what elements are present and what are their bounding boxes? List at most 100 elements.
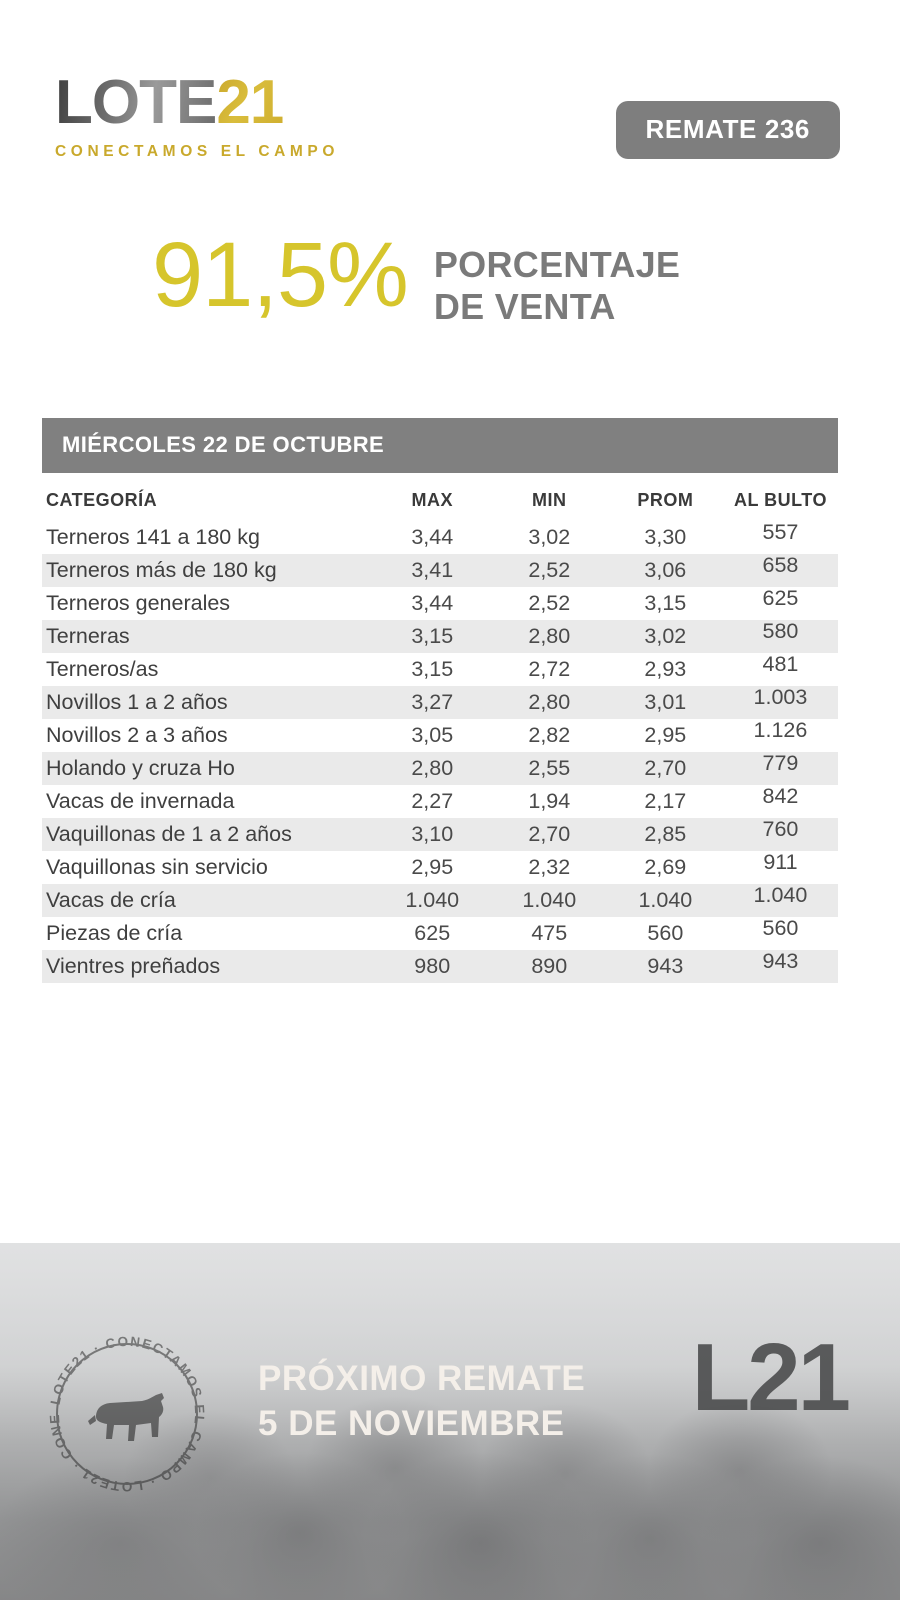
auction-number-badge: REMATE 236 [615, 101, 840, 159]
table-row: Vacas de cría 1.040 1.040 1.040 1.040 [42, 883, 838, 917]
cell-prom: 560 [647, 921, 684, 945]
table-row: Vacas de invernada 2,27 1,94 2,17 842 [42, 784, 838, 818]
cell-min: 2,72 [528, 657, 571, 681]
cell-prom: 2,69 [644, 855, 687, 879]
cell-al-bulto: 1.040 [753, 883, 808, 907]
table-row: Terneros generales 3,44 2,52 3,15 625 [42, 586, 838, 620]
footer-banner [0, 1243, 900, 1600]
table-row: Vaquillonas de 1 a 2 años 3,10 2,70 2,85 760 [42, 817, 838, 851]
table-row: Terneras 3,15 2,80 3,02 580 [42, 619, 838, 653]
cell-max: 2,27 [411, 789, 454, 813]
table-row: Terneros más de 180 kg 3,41 2,52 3,06 658 [42, 553, 838, 587]
table-row: Terneros/as 3,15 2,72 2,93 481 [42, 652, 838, 686]
cell-categoria: Terneras [46, 624, 130, 648]
cell-al-bulto: 779 [762, 751, 799, 775]
cell-min: 2,32 [528, 855, 571, 879]
column-header-max: MAX [411, 489, 453, 510]
cow-silhouette-icon [88, 1393, 164, 1441]
cell-max: 3,44 [411, 591, 454, 615]
cell-prom: 3,30 [644, 525, 687, 549]
cell-max: 980 [414, 954, 451, 978]
cell-categoria: Piezas de cría [46, 921, 183, 945]
brand-logo[interactable]: LOTE21 CONECTAMOS EL CAMPO [55, 72, 355, 161]
sale-percentage-caption-line1: PORCENTAJE [433, 244, 681, 285]
cell-al-bulto: 1.126 [753, 718, 808, 742]
cell-categoria: Novillos 2 a 3 años [46, 723, 228, 747]
brand-name-21: 21 [216, 68, 284, 137]
cell-max: 3,15 [411, 657, 454, 681]
cell-al-bulto: 481 [762, 652, 799, 676]
table-row: Novillos 2 a 3 años 3,05 2,82 2,95 1.126 [42, 718, 838, 752]
cell-min: 2,55 [528, 756, 571, 780]
brand-wordmark: LOTE21 [55, 72, 355, 134]
cell-categoria: Vientres preñados [46, 954, 221, 978]
cell-al-bulto: 557 [762, 520, 799, 544]
cell-prom: 3,02 [644, 624, 687, 648]
cell-al-bulto: 658 [762, 553, 799, 577]
cell-categoria: Vacas de cría [46, 888, 176, 912]
table-date-header: MIÉRCOLES 22 DE OCTUBRE [42, 418, 838, 473]
cell-max: 625 [414, 921, 451, 945]
cell-max: 2,95 [411, 855, 454, 879]
table-row: Vaquillonas sin servicio 2,95 2,32 2,69 911 [42, 850, 838, 884]
cell-prom: 3,06 [644, 558, 687, 582]
cell-max: 2,80 [411, 756, 454, 780]
sale-percentage-caption: PORCENTAJE DE VENTA [434, 244, 680, 329]
cell-prom: 2,95 [644, 723, 687, 747]
cell-al-bulto: 842 [762, 784, 799, 808]
cell-al-bulto: 943 [762, 949, 799, 973]
circular-brand-stamp: LOTE21 · CONECTAMOS EL CAMPO · LOTE21 · … [38, 1325, 216, 1503]
cell-al-bulto: 1.003 [753, 685, 808, 709]
cell-min: 2,80 [528, 624, 571, 648]
cell-max: 1.040 [405, 888, 460, 912]
table-rows: Terneros 141 a 180 kg 3,44 3,02 3,30 557 Tern… [42, 520, 838, 983]
column-header-categoria: CATEGORÍA [46, 489, 158, 510]
cell-max: 3,27 [411, 690, 454, 714]
cell-max: 3,44 [411, 525, 454, 549]
next-auction-headline: PRÓXIMO REMATE 5 DE NOVIEMBRE [258, 1357, 585, 1447]
cell-prom: 2,93 [644, 657, 687, 681]
cell-min: 2,52 [528, 591, 571, 615]
table-row: Piezas de cría 625 475 560 560 [42, 916, 838, 950]
next-auction-line1: PRÓXIMO REMATE [258, 1359, 586, 1398]
cell-max: 3,05 [411, 723, 454, 747]
cell-min: 2,70 [528, 822, 571, 846]
cell-prom: 1.040 [638, 888, 693, 912]
brand-name-lote: LOTE [55, 68, 217, 137]
cell-al-bulto: 625 [762, 586, 799, 610]
cell-prom: 3,01 [644, 690, 687, 714]
cell-prom: 3,15 [644, 591, 687, 615]
cell-categoria: Terneros/as [46, 657, 159, 681]
cell-al-bulto: 911 [763, 850, 798, 874]
cell-min: 475 [531, 921, 568, 945]
cell-categoria: Terneros 141 a 180 kg [46, 525, 260, 549]
header: LOTE21 CONECTAMOS EL CAMPO REMATE 236 [0, 0, 900, 200]
cell-min: 2,80 [528, 690, 571, 714]
results-table: MIÉRCOLES 22 DE OCTUBRE CATEGORÍA MAX MI… [42, 418, 838, 983]
cell-min: 890 [531, 954, 568, 978]
sale-percentage-block: 91,5% PORCENTAJE DE VENTA [152, 224, 680, 329]
cell-prom: 2,17 [644, 789, 687, 813]
cell-min: 1.040 [522, 888, 577, 912]
cell-categoria: Terneros más de 180 kg [46, 558, 277, 582]
next-auction-line2: 5 DE NOVIEMBRE [258, 1403, 565, 1443]
table-header-row: CATEGORÍA MAX MIN PROM AL BULTO [42, 473, 838, 521]
cell-al-bulto: 560 [762, 916, 799, 940]
table-body: CATEGORÍA MAX MIN PROM AL BULTO Terneros… [42, 473, 838, 983]
cell-max: 3,41 [411, 558, 454, 582]
sale-percentage-value: 91,5% [152, 224, 409, 326]
table-row: Terneros 141 a 180 kg 3,44 3,02 3,30 557 [42, 520, 838, 554]
footer-logo-mark: L21 [691, 1324, 851, 1431]
cell-prom: 2,70 [644, 756, 687, 780]
brand-tagline: CONECTAMOS EL CAMPO [55, 143, 340, 160]
cell-prom: 2,85 [644, 822, 687, 846]
table-row: Holando y cruza Ho 2,80 2,55 2,70 779 [42, 751, 838, 785]
cell-max: 3,10 [411, 822, 454, 846]
cell-categoria: Vacas de invernada [46, 789, 235, 813]
cell-min: 2,52 [528, 558, 571, 582]
cell-categoria: Vaquillonas sin servicio [46, 855, 268, 879]
cell-min: 1,94 [528, 789, 571, 813]
column-header-min: MIN [532, 489, 567, 510]
sale-percentage-caption-line2: DE VENTA [433, 286, 616, 328]
